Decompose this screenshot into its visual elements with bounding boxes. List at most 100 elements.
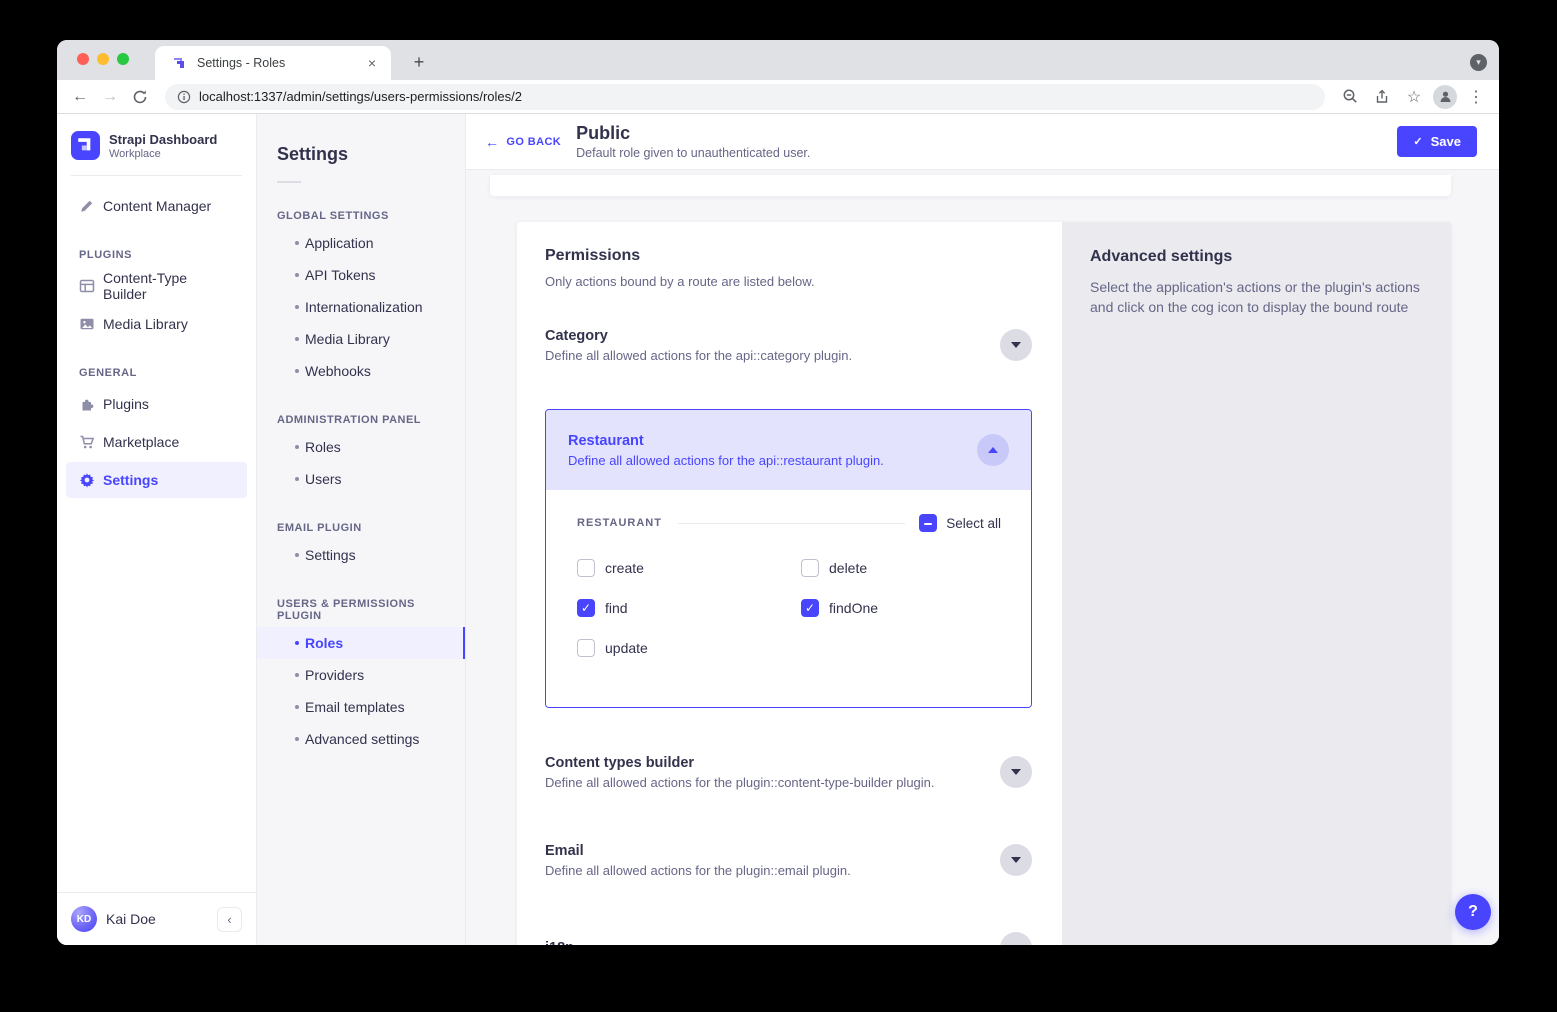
cart-icon: [79, 434, 95, 450]
subnav-item-label: Application: [305, 235, 374, 251]
action-find[interactable]: find: [577, 599, 801, 617]
sidebar-item-content-type-builder[interactable]: Content-Type Builder: [66, 268, 247, 304]
image-icon: [79, 316, 95, 332]
subnav-item-internationalization[interactable]: Internationalization: [257, 291, 465, 323]
bullet-icon: [295, 477, 299, 481]
url-text[interactable]: localhost:1337/admin/settings/users-perm…: [199, 89, 522, 104]
find-checkbox[interactable]: [577, 599, 595, 617]
advanced-settings-description: Select the application's actions or the …: [1090, 279, 1420, 316]
sidebar-spacer: [57, 499, 256, 892]
browser-reload-icon[interactable]: [127, 84, 153, 110]
actions-checkbox-grid: create delete find: [577, 559, 1001, 657]
mac-traffic-lights: [77, 53, 129, 65]
action-update[interactable]: update: [577, 639, 801, 657]
update-checkbox[interactable]: [577, 639, 595, 657]
create-checkbox[interactable]: [577, 559, 595, 577]
bullet-icon: [295, 553, 299, 557]
accordion-email[interactable]: Email Define all allowed actions for the…: [545, 836, 1032, 884]
action-delete[interactable]: delete: [801, 559, 1001, 577]
site-info-icon[interactable]: [177, 90, 191, 104]
sidebar-item-marketplace[interactable]: Marketplace: [66, 424, 247, 460]
restaurant-permissions-body: RESTAURANT Select all: [546, 490, 1031, 707]
subnav-item-providers[interactable]: Providers: [257, 659, 465, 691]
accordion-i18n[interactable]: i18n: [545, 924, 1032, 945]
subnav-item-webhooks[interactable]: Webhooks: [257, 355, 465, 387]
sidebar-item-media-library[interactable]: Media Library: [66, 306, 247, 342]
scrolled-card-edge: [490, 175, 1451, 196]
sidebar-item-plugins[interactable]: Plugins: [66, 386, 247, 422]
subnav-item-email-settings[interactable]: Settings: [257, 539, 465, 571]
action-label: delete: [829, 560, 868, 576]
subnav-item-advanced-settings[interactable]: Advanced settings: [257, 723, 465, 755]
workspace-title: Strapi Dashboard: [109, 131, 218, 147]
expand-email-button[interactable]: [1000, 844, 1032, 876]
browser-profile-avatar[interactable]: [1433, 84, 1457, 109]
subnav-divider: [277, 181, 301, 183]
settings-subnav: Settings GLOBAL SETTINGS Application API…: [257, 114, 466, 945]
address-bar[interactable]: localhost:1337/admin/settings/users-perm…: [165, 83, 1325, 110]
bookmark-star-icon[interactable]: ☆: [1406, 88, 1422, 106]
subnav-item-admin-users[interactable]: Users: [257, 463, 465, 495]
accordion-restaurant-header[interactable]: Restaurant Define all allowed actions fo…: [546, 410, 1031, 490]
bullet-icon: [295, 305, 299, 309]
subnav-item-media-library[interactable]: Media Library: [257, 323, 465, 355]
close-window-button[interactable]: [77, 53, 89, 65]
expand-i18n-button[interactable]: [1000, 932, 1032, 945]
bullet-icon: [295, 641, 299, 645]
maximize-window-button[interactable]: [117, 53, 129, 65]
accordion-category[interactable]: Category Define all allowed actions for …: [545, 321, 1032, 369]
subnav-item-email-templates[interactable]: Email templates: [257, 691, 465, 723]
subnav-item-admin-roles[interactable]: Roles: [257, 431, 465, 463]
layout-icon: [79, 278, 95, 294]
subnav-item-api-tokens[interactable]: API Tokens: [257, 259, 465, 291]
accordion-texts: Content types builder Define all allowed…: [545, 755, 935, 790]
bullet-icon: [295, 369, 299, 373]
collapse-restaurant-button[interactable]: [977, 434, 1009, 466]
subnav-item-up-roles[interactable]: Roles: [257, 627, 465, 659]
strapi-favicon: [174, 58, 184, 68]
sidebar-item-content-manager[interactable]: Content Manager: [66, 188, 247, 224]
main-sidebar: Strapi Dashboard Workplace Content Manag…: [57, 114, 257, 945]
browser-menu-icon[interactable]: ⋮: [1468, 88, 1484, 106]
user-name: Kai Doe: [106, 911, 156, 927]
select-all-control[interactable]: Select all: [919, 514, 1001, 532]
action-create[interactable]: create: [577, 559, 801, 577]
browser-tab[interactable]: Settings - Roles ×: [155, 46, 391, 80]
permissions-subtitle: Only actions bound by a route are listed…: [545, 274, 815, 289]
new-tab-button[interactable]: +: [413, 51, 425, 72]
collapse-sidebar-button[interactable]: ‹: [217, 906, 242, 932]
expand-content-types-builder-button[interactable]: [1000, 756, 1032, 788]
sidebar-divider: [71, 175, 242, 176]
minimize-window-button[interactable]: [97, 53, 109, 65]
share-icon[interactable]: [1369, 84, 1395, 110]
go-back-link[interactable]: ← GO BACK: [485, 134, 561, 150]
subnav-item-label: Internationalization: [305, 299, 423, 315]
accordion-restaurant: Restaurant Define all allowed actions fo…: [545, 409, 1032, 708]
tab-search-icon[interactable]: ▾: [1470, 54, 1487, 71]
sidebar-item-settings[interactable]: Settings: [66, 462, 247, 498]
delete-checkbox[interactable]: [801, 559, 819, 577]
subnav-item-label: Users: [305, 471, 342, 487]
expand-category-button[interactable]: [1000, 329, 1032, 361]
chevron-down-icon: [1011, 342, 1021, 348]
workspace-subtitle: Workplace: [109, 147, 161, 160]
save-button[interactable]: ✓ Save: [1397, 126, 1477, 157]
browser-window: Settings - Roles × + ▾ ← → localhost:133…: [57, 40, 1499, 945]
subnav-item-application[interactable]: Application: [257, 227, 465, 259]
select-all-checkbox[interactable]: [919, 514, 938, 532]
zoom-out-icon[interactable]: [1337, 84, 1363, 110]
check-icon: ✓: [1413, 136, 1423, 148]
accordion-description: Define all allowed actions for the api::…: [545, 347, 853, 363]
help-button[interactable]: ?: [1455, 894, 1491, 930]
close-tab-icon[interactable]: ×: [367, 55, 377, 71]
bullet-icon: [295, 241, 299, 245]
subnav-item-label: Providers: [305, 667, 365, 683]
browser-forward-icon[interactable]: →: [102, 87, 118, 105]
action-findone[interactable]: findOne: [801, 599, 1001, 617]
accordion-content-types-builder[interactable]: Content types builder Define all allowed…: [545, 748, 1032, 796]
user-avatar[interactable]: KD: [71, 906, 97, 932]
findone-checkbox[interactable]: [801, 599, 819, 617]
workspace-brand[interactable]: Strapi Dashboard Workplace: [57, 114, 256, 175]
browser-back-icon[interactable]: ←: [72, 87, 88, 105]
action-label: update: [605, 640, 648, 656]
